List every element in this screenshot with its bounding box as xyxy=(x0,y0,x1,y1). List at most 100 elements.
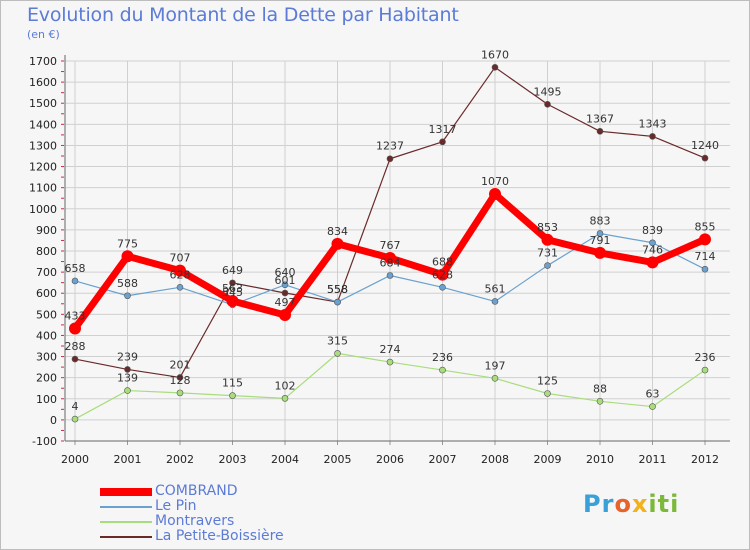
y-tick-label: 1700 xyxy=(29,55,57,68)
y-tick-label: -100 xyxy=(32,435,57,448)
data-label-combrand: 1070 xyxy=(481,175,509,188)
data-point-combrand xyxy=(594,246,606,259)
data-label-montravers: 88 xyxy=(593,382,607,395)
data-point-combrand xyxy=(331,237,344,250)
data-point-combrand xyxy=(699,233,711,246)
data-point-combrand xyxy=(541,233,554,246)
y-tick-label: 800 xyxy=(36,245,57,258)
data-label-montravers: 315 xyxy=(327,334,348,347)
logo-part: iti xyxy=(648,490,680,518)
data-label-la-petite-boissi-re: 239 xyxy=(117,350,138,363)
logo-part: o xyxy=(614,490,632,518)
y-tick-label: 1000 xyxy=(29,203,57,216)
data-point-la-petite-boissi-re xyxy=(124,366,131,373)
y-tick-label: 1300 xyxy=(29,139,57,152)
data-label-layer: 288 239 201 649 601 558 1237 1317 1670 1495 1367 13… xyxy=(65,48,720,413)
data-label-le-pin: 731 xyxy=(537,247,558,260)
data-label-montravers: 274 xyxy=(380,343,401,356)
y-tick-label: 1400 xyxy=(29,118,57,131)
y-tick-label: 700 xyxy=(36,266,57,279)
data-point-montravers xyxy=(649,403,656,410)
legend-swatch xyxy=(100,488,152,496)
axis-layer: -100 0 100 200 300 400 500 600 700 800 900 1000 1100… xyxy=(29,55,730,466)
data-label-la-petite-boissi-re: 1670 xyxy=(481,48,509,61)
data-point-la-petite-boissi-re xyxy=(281,289,289,297)
data-label-le-pin: 839 xyxy=(642,224,663,237)
data-label-le-pin: 883 xyxy=(590,214,611,227)
x-tick-label: 2003 xyxy=(219,453,247,466)
x-tick-label: 2011 xyxy=(639,453,667,466)
data-label-montravers: 236 xyxy=(695,351,716,364)
data-point-montravers xyxy=(386,358,394,366)
legend-swatch xyxy=(100,536,152,538)
legend-swatch xyxy=(100,506,152,508)
data-label-le-pin: 684 xyxy=(380,256,401,269)
data-point-le-pin xyxy=(281,281,289,289)
data-label-le-pin: 558 xyxy=(327,283,348,296)
data-point-combrand xyxy=(279,308,291,321)
y-tick-label: 100 xyxy=(36,393,57,406)
data-label-combrand: 767 xyxy=(380,239,401,252)
data-label-le-pin: 545 xyxy=(222,286,243,299)
data-label-combrand: 433 xyxy=(65,309,86,322)
data-label-combrand: 775 xyxy=(117,237,138,250)
data-label-la-petite-boissi-re: 1495 xyxy=(534,85,562,98)
y-tick-label: 1600 xyxy=(29,76,57,89)
data-point-la-petite-boissi-re xyxy=(596,128,604,135)
data-point-le-pin xyxy=(71,277,79,285)
y-tick-label: 900 xyxy=(36,224,57,237)
data-label-combrand: 563 xyxy=(222,282,243,295)
data-label-le-pin: 561 xyxy=(485,282,506,295)
series-layer xyxy=(69,64,711,423)
y-tick-label: 1100 xyxy=(29,182,57,195)
y-tick-label: 0 xyxy=(50,414,57,427)
data-point-montravers xyxy=(701,366,709,374)
data-label-montravers: 197 xyxy=(485,359,506,372)
data-label-combrand: 746 xyxy=(642,243,663,256)
data-label-la-petite-boissi-re: 201 xyxy=(170,358,191,371)
x-tick-label: 2006 xyxy=(376,453,404,466)
data-point-la-petite-boissi-re xyxy=(439,138,446,146)
logo-part: Pr xyxy=(583,490,615,518)
data-label-montravers: 236 xyxy=(432,351,453,364)
data-point-combrand xyxy=(121,250,134,263)
y-tick-label: 200 xyxy=(36,372,57,385)
y-tick-label: 600 xyxy=(36,287,57,300)
data-label-montravers: 115 xyxy=(222,377,243,390)
data-label-le-pin: 588 xyxy=(117,277,138,290)
data-label-montravers: 63 xyxy=(646,388,660,401)
data-point-montravers xyxy=(229,392,236,399)
data-label-montravers: 102 xyxy=(275,379,296,392)
data-label-la-petite-boissi-re: 558 xyxy=(327,283,348,296)
data-point-la-petite-boissi-re xyxy=(701,154,709,162)
data-point-la-petite-boissi-re xyxy=(544,100,551,108)
x-tick-label: 2010 xyxy=(586,453,614,466)
y-tick-label: 1500 xyxy=(29,97,57,110)
data-label-montravers: 4 xyxy=(72,400,79,413)
data-label-la-petite-boissi-re: 1343 xyxy=(639,117,667,130)
x-tick-label: 2004 xyxy=(271,453,299,466)
data-point-le-pin xyxy=(176,284,184,291)
data-label-combrand: 834 xyxy=(327,225,348,238)
legend-label: Montravers xyxy=(155,513,235,529)
data-point-la-petite-boissi-re xyxy=(386,155,394,163)
data-point-le-pin xyxy=(491,298,499,305)
data-label-le-pin: 640 xyxy=(275,266,296,279)
data-label-la-petite-boissi-re: 1317 xyxy=(429,123,457,136)
data-label-le-pin: 714 xyxy=(695,250,716,263)
data-label-la-petite-boissi-re: 288 xyxy=(65,340,86,353)
data-point-la-petite-boissi-re xyxy=(649,133,656,140)
data-point-le-pin xyxy=(334,298,341,306)
chart-title: Evolution du Montant de la Dette par Hab… xyxy=(27,4,459,26)
data-point-combrand xyxy=(174,264,186,277)
data-point-montravers xyxy=(124,387,131,394)
data-point-montravers xyxy=(281,395,289,402)
data-label-la-petite-boissi-re: 1240 xyxy=(691,139,719,152)
data-point-montravers xyxy=(596,398,604,405)
data-point-le-pin xyxy=(701,265,709,273)
data-point-le-pin xyxy=(544,262,551,269)
data-point-la-petite-boissi-re xyxy=(176,374,184,381)
data-point-montravers xyxy=(334,350,341,357)
